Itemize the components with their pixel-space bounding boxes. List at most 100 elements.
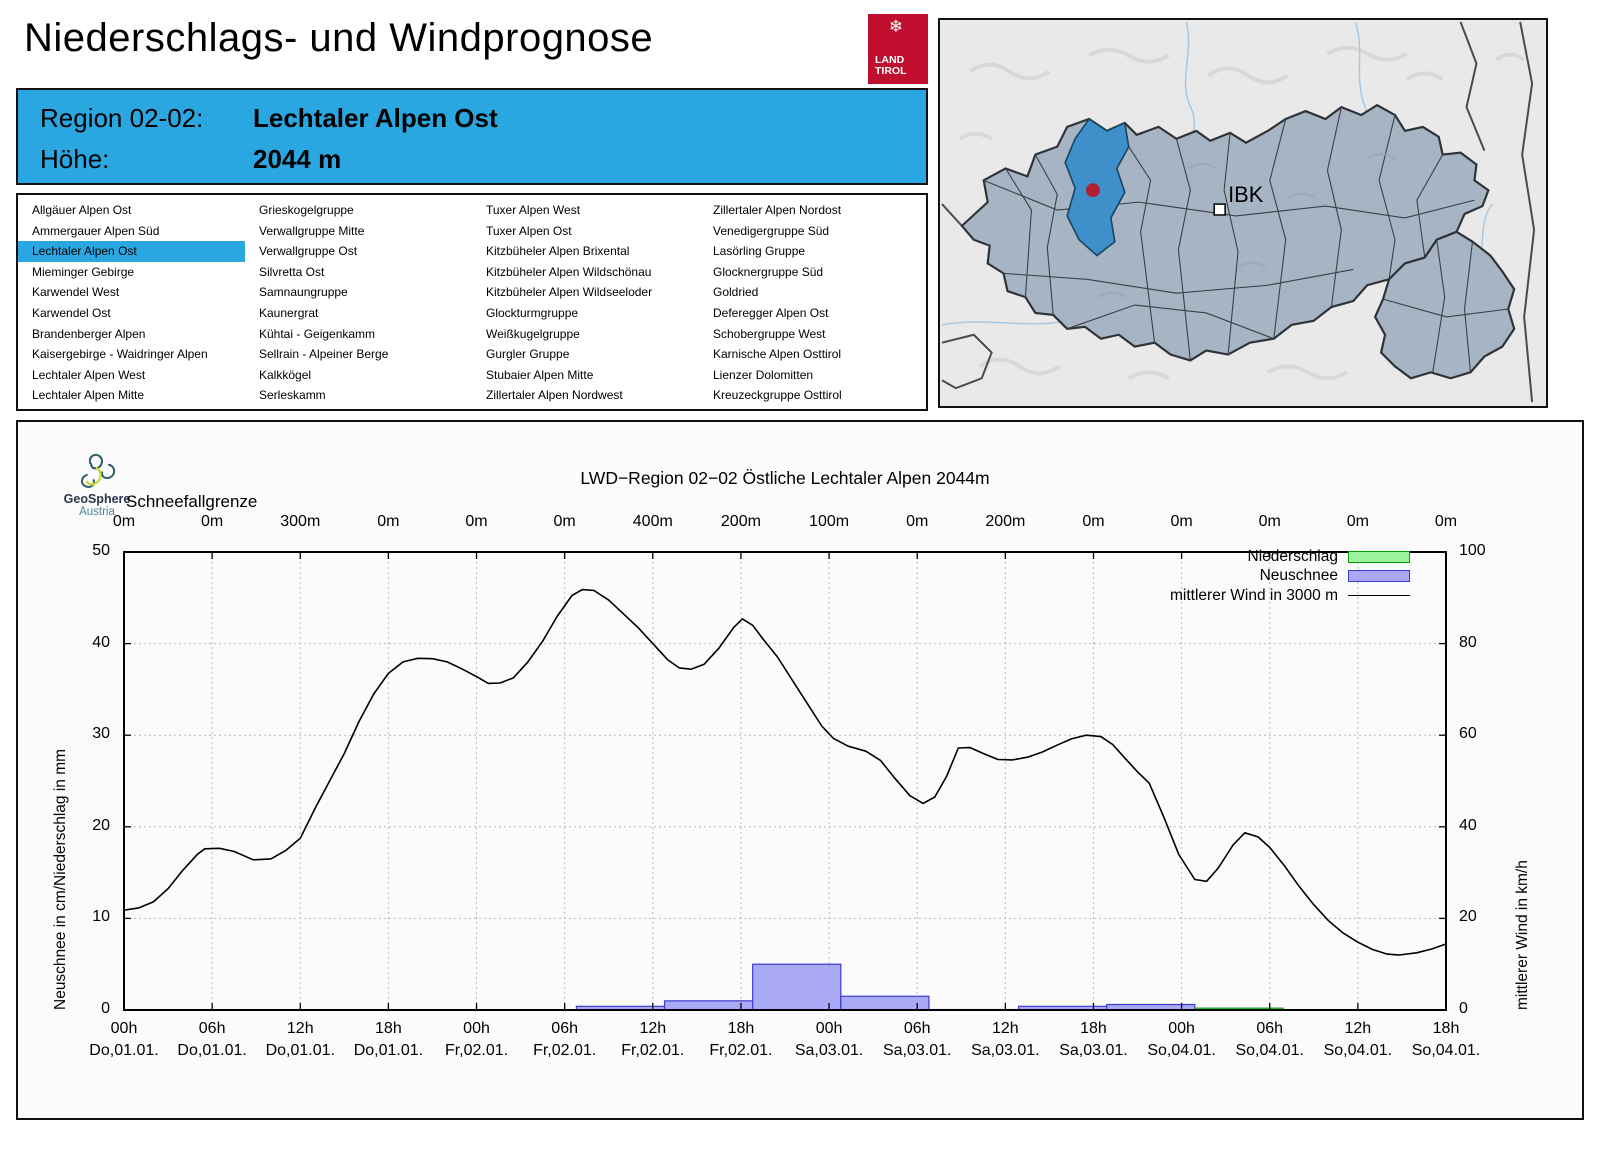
region-list-item[interactable]: Karwendel West: [32, 285, 120, 300]
time-tick-label: 00h: [110, 1020, 138, 1037]
east-tirol-regions[interactable]: [1373, 230, 1516, 380]
land-tirol-logo: ❄ LAND TIROL: [868, 14, 928, 84]
snowline-tick-label: 0m: [377, 513, 400, 530]
region-list-item[interactable]: Zillertaler Alpen Nordost: [713, 203, 842, 217]
region-list-column-3: Tuxer Alpen West Tuxer Alpen Ost Kitzbüh…: [472, 200, 699, 406]
tirol-region-map[interactable]: IBK: [938, 18, 1548, 408]
region-list-item[interactable]: Tuxer Alpen Ost: [486, 223, 572, 238]
snowline-tick-label: 0m: [465, 513, 488, 530]
region-name-value: Lechtaler Alpen Ost: [253, 103, 498, 133]
region-list-item[interactable]: Allgäuer Alpen Ost: [32, 203, 132, 217]
region-list-item[interactable]: Kühtai - Geigenkamm: [259, 326, 376, 341]
region-list-item[interactable]: Deferegger Alpen Ost: [713, 305, 829, 320]
date-tick-label: Fr,02.01.: [709, 1042, 773, 1059]
region-list-item[interactable]: Lechtaler Alpen West: [32, 367, 146, 382]
time-tick-label: 12h: [991, 1020, 1019, 1037]
y-left-tick-label: 10: [92, 908, 110, 926]
date-tick-label: Sa,03.01.: [882, 1042, 952, 1059]
region-list-item[interactable]: Gurgler Gruppe: [486, 347, 570, 362]
geosphere-logo: GeoSphere Austria: [54, 446, 140, 520]
date-tick-label: Fr,02.01.: [533, 1042, 597, 1059]
date-tick-label: Sa,03.01.: [1059, 1042, 1128, 1059]
region-list-item[interactable]: Kaunergrat: [259, 305, 319, 320]
ibk-marker: [1213, 203, 1226, 216]
time-tick-label: 12h: [286, 1020, 314, 1037]
time-tick-label: 12h: [639, 1020, 667, 1037]
region-list-item[interactable]: Verwallgruppe Ost: [259, 244, 358, 259]
region-list-item[interactable]: Kitzbüheler Alpen Wildseeloder: [486, 285, 653, 300]
snowline-tick-label: 0m: [1082, 513, 1105, 530]
region-list-item[interactable]: Kreuzeckgruppe Osttirol: [713, 388, 842, 403]
snowline-tick-label: 0m: [906, 513, 929, 530]
region-list-item[interactable]: Samnaungruppe: [259, 285, 348, 300]
date-tick-label: So,04.01.: [1411, 1042, 1481, 1059]
region-relief: [1098, 152, 1396, 299]
region-list-item[interactable]: Glockturmgruppe: [486, 305, 579, 320]
time-tick-label: 18h: [375, 1020, 402, 1037]
y-left-axis-title: Neuschnee in cm/Niederschlag in mm: [52, 748, 69, 1010]
altitude-label: Höhe:: [40, 144, 110, 174]
region-list-item[interactable]: Goldried: [713, 285, 759, 300]
region-list-item[interactable]: Kitzbüheler Alpen Brixental: [486, 244, 630, 259]
region-list-item[interactable]: Weißkugelgruppe: [486, 326, 580, 341]
snowline-tick-label: 200m: [985, 513, 1026, 530]
region-list-item[interactable]: Brandenberger Alpen: [32, 326, 146, 341]
region-list-item[interactable]: Schobergruppe West: [713, 326, 826, 341]
chart-title: LWD−Region 02−02 Östliche Lechtaler Alpe…: [580, 468, 990, 488]
region-list-item[interactable]: Karwendel Ost: [32, 305, 111, 320]
region-list-item[interactable]: Ammergauer Alpen Süd: [32, 223, 160, 238]
niederschlag-swatch: [1348, 550, 1410, 563]
state-borders: [941, 21, 1536, 403]
snowline-tick-label: 0m: [201, 513, 224, 530]
time-tick-label: 18h: [1080, 1020, 1107, 1037]
date-tick-label: Fr,02.01.: [621, 1042, 685, 1059]
time-tick-label: 06h: [1256, 1020, 1284, 1037]
region-list-item[interactable]: Lasörling Gruppe: [713, 244, 806, 259]
region-list-item[interactable]: Lechtaler Alpen Mitte: [32, 388, 145, 403]
region-list-column-1: Allgäuer Alpen Ost Ammergauer Alpen Süd …: [18, 200, 245, 406]
legend-label-niederschlag: Niederschlag: [1247, 547, 1338, 565]
time-tick-label: 18h: [727, 1020, 755, 1037]
y-right-axis-title: mittlerer Wind in km/h: [1514, 860, 1531, 1010]
time-tick-label: 00h: [463, 1020, 490, 1037]
chart-label-layer: 0m 0m 300m 0m 0m 0m 400m 200m 100m 0m 200m 0m 0m 0m 0m…: [18, 422, 1582, 1118]
snowline-tick-label: 100m: [809, 513, 850, 530]
logo-line1: LAND: [875, 53, 905, 66]
region-list-item[interactable]: Venedigergruppe Süd: [713, 223, 830, 238]
y-right-tick-label: 0: [1459, 1000, 1468, 1017]
region-list-item[interactable]: Kalkkögel: [259, 367, 312, 382]
relief-texture: [958, 45, 1526, 381]
region-list-item[interactable]: Silvretta Ost: [259, 264, 325, 279]
region-list-item[interactable]: Sellrain - Alpeiner Berge: [259, 347, 389, 362]
region-list-column-4: Zillertaler Alpen Nordost Venedigergrupp…: [699, 200, 926, 406]
date-tick-label: Do,01.01.: [353, 1042, 424, 1059]
region-inner-borders: [983, 106, 1475, 361]
region-list-item[interactable]: Karnische Alpen Osttirol: [713, 347, 842, 362]
legend-label-neuschnee: Neuschnee: [1259, 567, 1338, 585]
land-tirol-logo-text: LAND TIROL: [875, 53, 907, 78]
region-list-item[interactable]: Lienzer Dolomitten: [713, 367, 814, 382]
y-left-tick-label: 20: [92, 816, 110, 834]
time-tick-label: 06h: [903, 1020, 931, 1037]
region-list-item[interactable]: Zillertaler Alpen Nordwest: [486, 388, 623, 403]
snowline-tick-label: 0m: [553, 513, 576, 530]
region-list-item[interactable]: Kitzbüheler Alpen Wildschönau: [486, 264, 652, 279]
snowline-tick-label: 0m: [1346, 513, 1369, 530]
region-list-item[interactable]: Tuxer Alpen West: [486, 203, 581, 217]
region-list-item[interactable]: Kaisergebirge - Waidringer Alpen: [32, 347, 208, 362]
region-list-item[interactable]: Serleskamm: [259, 388, 326, 403]
y-right-tick-label: 60: [1459, 725, 1477, 743]
region-list-item[interactable]: Mieminger Gebirge: [32, 264, 135, 279]
region-number-label: Region 02-02:: [40, 103, 204, 133]
geosphere-logo-icon: [80, 453, 116, 488]
region-list-item[interactable]: Verwallgruppe Mitte: [259, 223, 365, 238]
neuschnee-bar: [752, 963, 842, 1011]
forecast-plot-svg: [123, 551, 1447, 1011]
forecast-chart-panel: 0m 0m 300m 0m 0m 0m 400m 200m 100m 0m 200m 0m 0m 0m 0m…: [16, 420, 1584, 1120]
y-left-tick-label: 50: [92, 542, 110, 559]
region-list-item-selected[interactable]: Lechtaler Alpen Ost: [18, 241, 245, 262]
snowline-tick-label: 0m: [112, 513, 136, 530]
region-list-item[interactable]: Stubaier Alpen Mitte: [486, 367, 594, 382]
region-list-item[interactable]: Grieskogelgruppe: [259, 203, 354, 217]
region-list-item[interactable]: Glocknergruppe Süd: [713, 264, 824, 279]
